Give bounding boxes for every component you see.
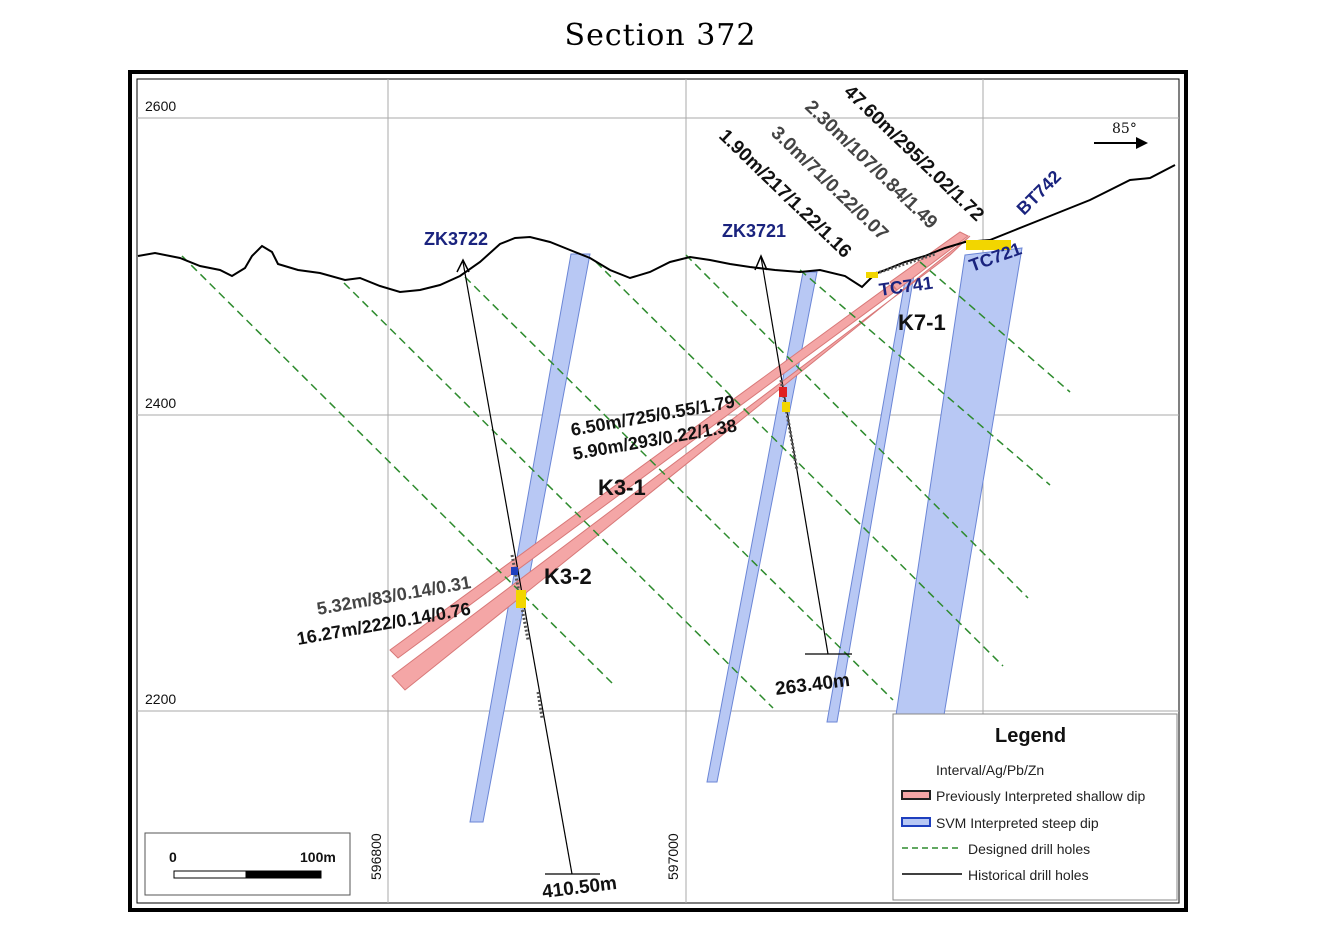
elevation-label-2200: 2200	[145, 691, 176, 707]
trench-sample-yellow-2	[866, 272, 878, 278]
steep-dip-zone-2	[706, 271, 818, 783]
designed-drill-holes	[181, 254, 1071, 709]
steep-dip-zone-3	[826, 274, 915, 723]
direction-label: 85°	[1112, 121, 1137, 137]
scale-bar: 0 100m	[144, 832, 351, 896]
legend-item-designed: Designed drill holes	[968, 841, 1090, 857]
legend-header: Interval/Ag/Pb/Zn	[936, 762, 1044, 778]
zone-label-k3-1: K3-1	[598, 475, 646, 500]
collar-arrow-zk3721	[754, 254, 768, 271]
legend-item-steep: SVM Interpreted steep dip	[936, 815, 1099, 831]
easting-label-597000: 597000	[665, 833, 681, 880]
elevation-label-2400: 2400	[145, 395, 176, 411]
sample-markers	[510, 252, 936, 719]
shallow-dip-zone-k3-2	[391, 235, 971, 691]
elevation-label-2600: 2600	[145, 98, 176, 114]
legend-item-historical: Historical drill holes	[968, 867, 1089, 883]
collar-arrow-zk3722	[456, 258, 470, 273]
high-grade-marker-2	[782, 402, 790, 412]
direction-arrow-icon	[1094, 137, 1148, 149]
legend-swatch-steep	[901, 817, 931, 827]
zone-label-k7-1: K7-1	[898, 310, 946, 335]
legend-title: Legend	[995, 725, 1066, 747]
map-frame-inner	[136, 78, 1180, 904]
map-frame-outer	[128, 70, 1188, 912]
collar-arrows	[456, 254, 768, 273]
trench-label-tc741: TC741	[878, 273, 934, 300]
scale-bar-end: 100m	[300, 849, 336, 865]
easting-label-596800: 596800	[368, 833, 384, 880]
hole-label-zk3721: ZK3721	[722, 221, 786, 241]
shallow-dip-zones	[389, 231, 971, 691]
trench-label-bt742: BT742	[1013, 166, 1065, 218]
legend: Legend Interval/Ag/Pb/Zn Previously Inte…	[892, 713, 1178, 901]
steep-dip-zones	[469, 247, 1023, 823]
hole-label-zk3722: ZK3722	[424, 229, 488, 249]
high-grade-marker-1	[779, 387, 787, 397]
steep-dip-zone-1	[469, 253, 591, 823]
scale-bar-start: 0	[169, 849, 177, 865]
trench-sample-yellow-1	[966, 240, 1011, 250]
legend-item-shallow: Previously Interpreted shallow dip	[936, 788, 1146, 804]
depth-label-zk3722: 410.50m	[541, 873, 618, 903]
page-title: Section 372	[564, 18, 757, 53]
zone-label-k3-2: K3-2	[544, 564, 592, 589]
steep-sample-marker	[511, 567, 518, 575]
legend-swatch-shallow	[901, 790, 931, 800]
shallow-sample-marker	[516, 590, 526, 608]
topography-line	[137, 164, 1176, 294]
